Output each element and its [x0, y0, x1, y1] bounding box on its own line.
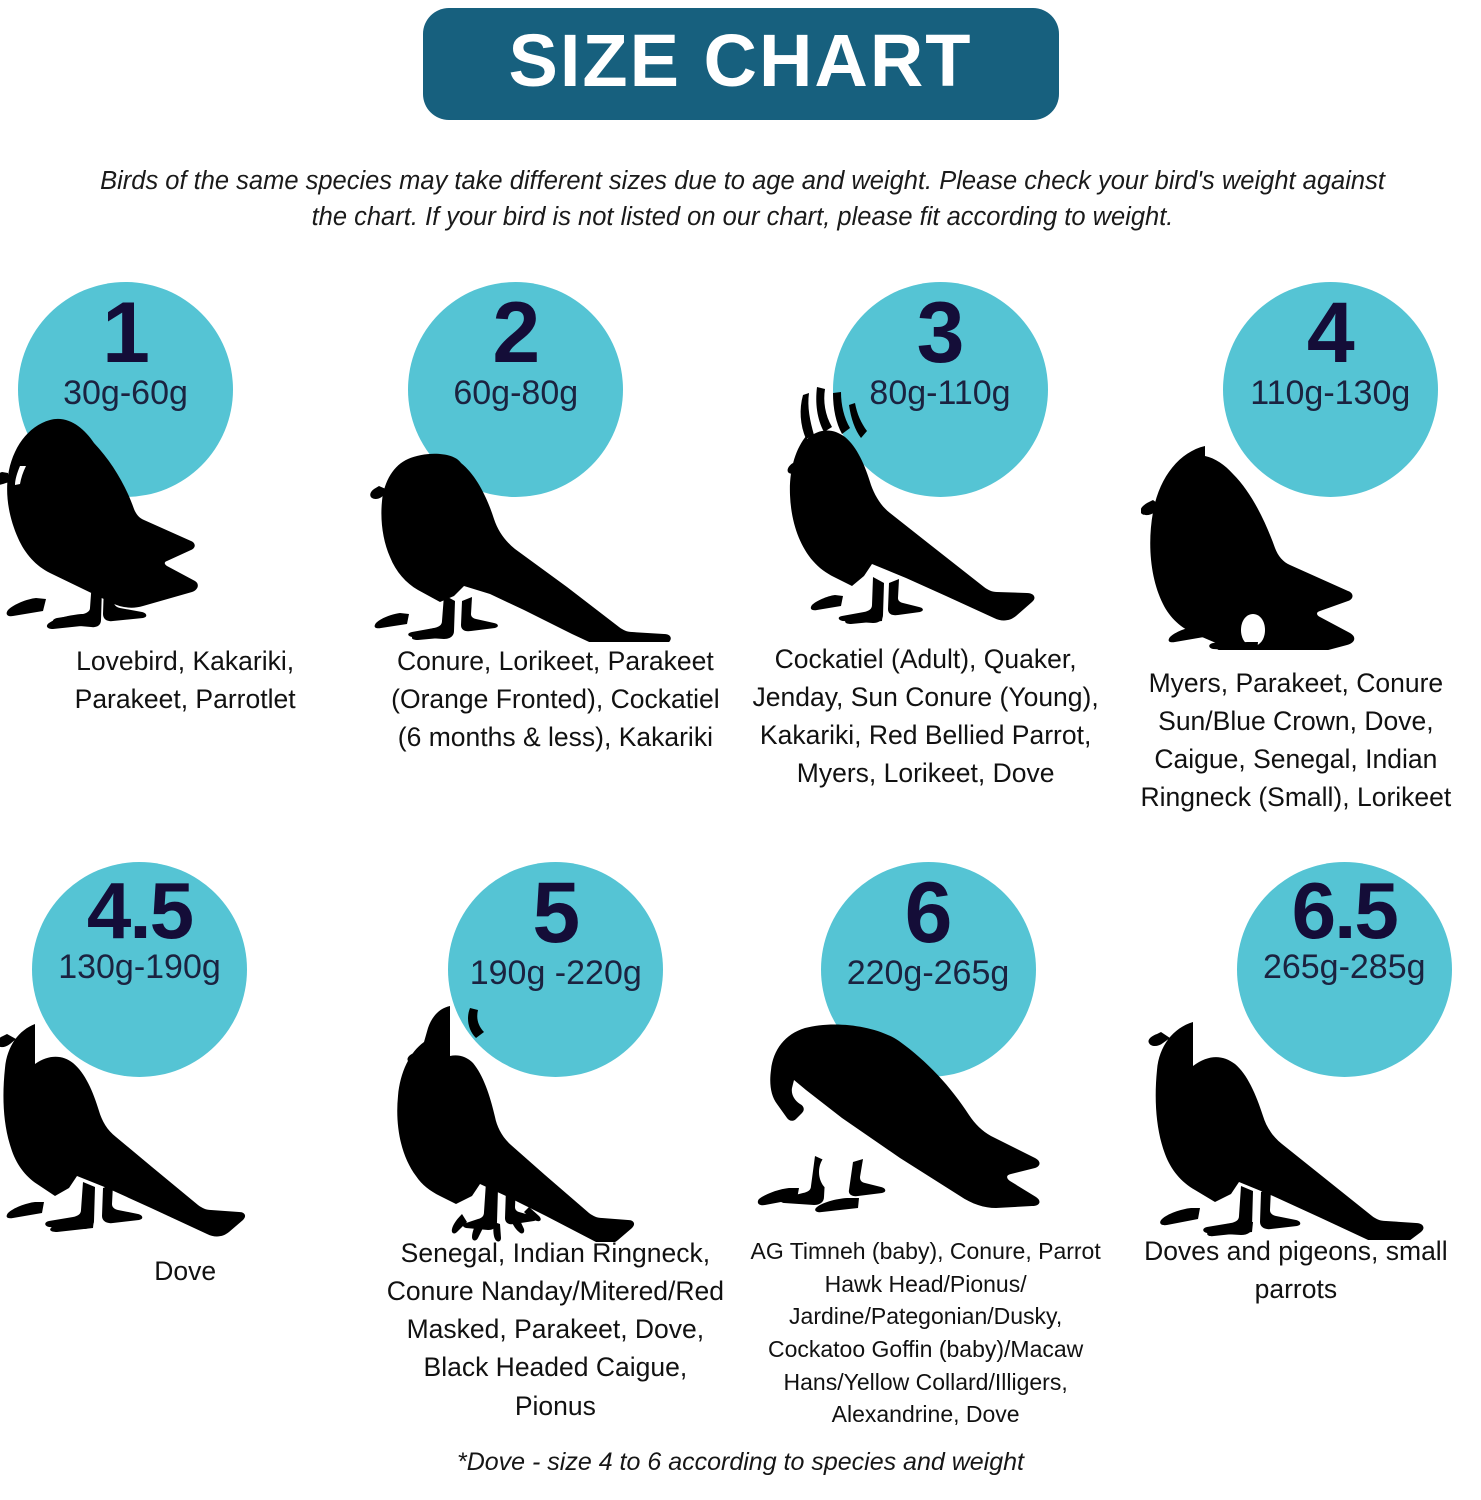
size-number: 4.5	[86, 866, 194, 955]
page-title: SIZE CHART	[508, 19, 973, 102]
size-badge-4-5: 4.5 130g-190g	[32, 862, 247, 1077]
size-weight-range: 190g -220g	[469, 953, 642, 992]
size-weight-range: 130g-190g	[58, 947, 221, 986]
size-cell-2: 2 60g-80g Conure, Lorikeet, Parakeet (Ora…	[370, 282, 740, 842]
bird-silhouette-perched-parrot-claws	[390, 992, 700, 1242]
size-caption-4: Myers, Parakeet, Conure Sun/Blue Crown, D…	[1140, 668, 1452, 813]
size-number: 4	[1306, 285, 1355, 381]
size-badge-5: 5 190g -220g	[448, 862, 664, 1077]
size-weight-range: 60g-80g	[453, 373, 579, 412]
size-cell-1: 1 30g-60g Lovebird, Kakariki, Parakeet, P…	[0, 282, 370, 842]
size-caption-4-5: Dove	[154, 1256, 217, 1286]
size-cell-3: 3 80g-110g Cockatiel (Adult), Quaker, Jen…	[741, 282, 1111, 842]
size-badge-4: 4 110g-130g	[1222, 282, 1438, 497]
size-number: 6.5	[1291, 866, 1399, 955]
size-badge-3: 3 80g-110g	[832, 282, 1048, 497]
size-weight-range: 30g-60g	[63, 373, 188, 412]
bird-silhouette-stout-parrot	[1140, 430, 1461, 650]
size-number: 1	[102, 285, 150, 381]
size-number: 6	[904, 865, 953, 961]
size-weight-range: 110g-130g	[1250, 373, 1411, 412]
size-cell-6: 6 220g-265g AG Timneh (baby), Conure, Pa…	[741, 862, 1111, 1427]
size-caption-2: Conure, Lorikeet, Parakeet (Orange Fronte…	[391, 646, 720, 753]
size-caption-3: Cockatiel (Adult), Quaker, Jenday, Sun Co…	[752, 644, 1099, 789]
size-caption-6: AG Timneh (baby), Conure, Parrot Hawk Hea…	[750, 1238, 1101, 1428]
bird-silhouette-conure-long-tail	[370, 437, 730, 642]
size-number: 3	[916, 285, 965, 381]
bird-silhouette-budgie-parrot	[0, 402, 242, 632]
size-caption-5: Senegal, Indian Ringneck, Conure Nanday/M…	[386, 1238, 725, 1421]
size-badge-6-5: 6.5 265g-285g	[1236, 862, 1452, 1077]
title-banner-wrapper: SIZE CHART	[0, 8, 1481, 120]
bird-silhouette-cockatiel-crest	[761, 387, 1091, 637]
size-cell-6-5: 6.5 265g-285g Doves and pigeons, small pa…	[1111, 862, 1481, 1422]
size-number: 2	[492, 285, 540, 381]
size-number: 5	[532, 865, 580, 961]
size-weight-range: 220g-265g	[846, 953, 1010, 992]
footnote-dove-note: *Dove - size 4 to 6 according to species…	[457, 1448, 1024, 1476]
title-banner: SIZE CHART	[422, 8, 1059, 120]
size-cell-4-5: 4.5 130g-190g Dove	[0, 862, 370, 1422]
size-caption-6-5: Doves and pigeons, small parrots	[1144, 1236, 1448, 1305]
size-weight-range: 80g-110g	[869, 373, 1011, 412]
bird-silhouette-large-pigeon	[1129, 1000, 1459, 1240]
subtitle-note: Birds of the same species may take diffe…	[100, 167, 1385, 232]
size-row-top: 1 30g-60g Lovebird, Kakariki, Parakeet, P…	[0, 282, 1481, 842]
size-weight-range: 265g-285g	[1262, 947, 1426, 986]
size-cell-4: 4 110g-130g Myers, Parakeet, Conure Sun/B…	[1111, 282, 1481, 842]
size-cell-5: 5 190g -220g Senegal, Indian Ringneck, Co…	[370, 862, 740, 1422]
bird-silhouette-leaning-grey-parrot	[753, 1012, 1103, 1222]
size-row-bottom: 4.5 130g-190g Dove 5 190g -220g	[0, 862, 1481, 1427]
size-caption-1: Lovebird, Kakariki, Parakeet, Parrotlet	[74, 646, 296, 715]
bird-silhouette-dove-pigeon	[0, 1002, 295, 1242]
